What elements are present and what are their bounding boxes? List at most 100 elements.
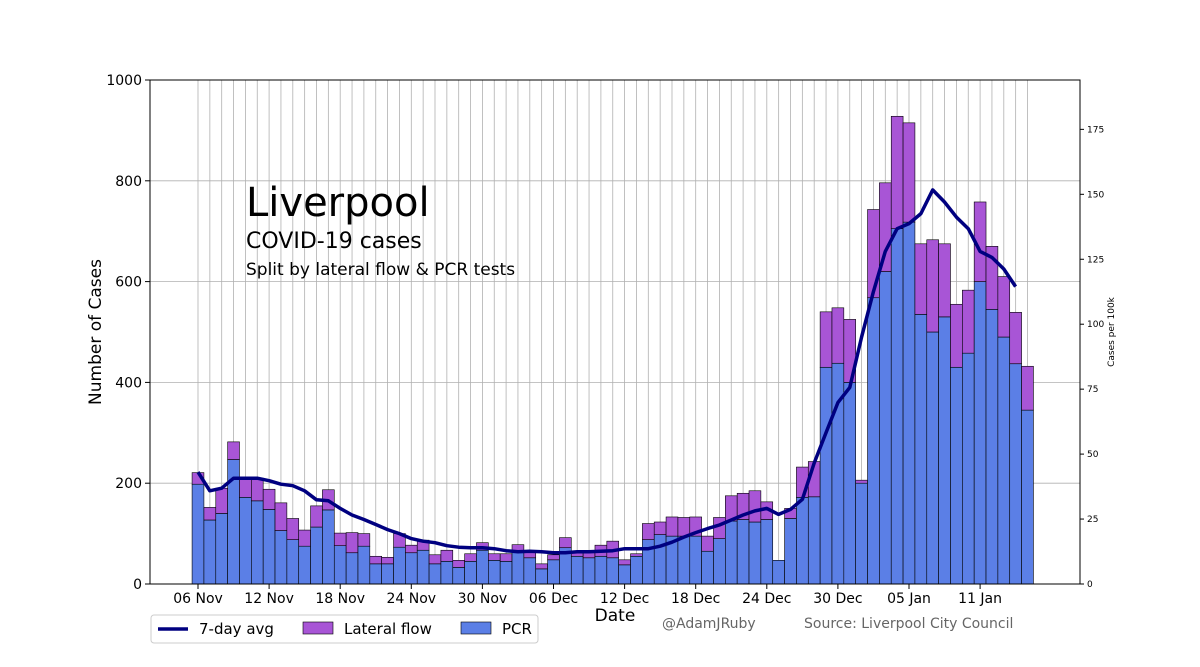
y-right-tick-label: 125 (1087, 255, 1104, 265)
legend-lateral-flow-swatch (302, 621, 334, 635)
lateral-flow-bar (405, 544, 418, 554)
x-tick-label: 18 Nov (315, 591, 365, 607)
pcr-bar (428, 563, 442, 585)
x-tick-label: 30 Nov (458, 591, 508, 607)
legend-avg-label: 7-day avg (199, 620, 274, 638)
source-credit: Source: Liverpool City Council (804, 616, 1013, 632)
lateral-flow-bar (535, 563, 548, 570)
pcr-bar (855, 482, 868, 585)
y-right-tick-label: 50 (1087, 450, 1099, 460)
pcr-bar (464, 561, 477, 585)
y-right-tick-label: 100 (1087, 320, 1104, 330)
plot-frame (149, 79, 1081, 585)
pcr-bar (381, 563, 394, 585)
pcr-bar (511, 550, 525, 585)
lateral-flow-bar (251, 477, 264, 502)
x-tick-label: 24 Dec (742, 591, 791, 607)
pcr-bar (701, 550, 714, 585)
y-right-tick-label: 0 (1087, 580, 1093, 590)
pcr-bar (488, 560, 501, 585)
avg-line-layer (196, 188, 1018, 555)
lateral-flow-bar (452, 560, 465, 568)
pcr-bar (784, 518, 797, 585)
lateral-flow-bar (440, 549, 454, 562)
lateral-flow-bar (369, 555, 382, 565)
lateral-flow-bar (227, 441, 240, 460)
pcr-bar (962, 352, 975, 585)
lateral-flow-bar (203, 507, 217, 521)
lateral-flow-bar (298, 529, 311, 547)
pcr-bar (997, 336, 1011, 585)
lateral-flow-bar (879, 182, 892, 272)
pcr-bar (796, 497, 809, 585)
lateral-flow-bar (677, 517, 691, 537)
y-axis-right-label: Cases per 100k (1107, 296, 1117, 367)
pcr-bar (452, 567, 465, 585)
x-tick-label: 24 Nov (387, 591, 437, 607)
pcr-bar (985, 309, 999, 585)
pcr-bar (476, 549, 489, 585)
pcr-bar (286, 539, 300, 585)
y-tick-label: 0 (133, 577, 142, 593)
pcr-bar (298, 545, 311, 585)
pcr-bar (440, 561, 454, 585)
lateral-flow-bar (653, 521, 667, 535)
pcr-bar (819, 366, 833, 585)
lateral-flow-bar (381, 556, 394, 565)
pcr-bar (1009, 363, 1022, 585)
y-axis-label: Number of Cases (86, 259, 106, 405)
lateral-flow-bar (748, 490, 762, 523)
pcr-bar (310, 526, 323, 585)
lateral-flow-bar (262, 488, 276, 510)
lateral-flow-bar (855, 479, 868, 484)
pcr-bar (322, 509, 335, 585)
pcr-bar (807, 496, 821, 585)
y-tick-label: 400 (115, 375, 142, 391)
legend-lateral-flow-label: Lateral flow (344, 620, 432, 638)
pcr-bar (594, 555, 608, 585)
lateral-flow-bar (997, 276, 1011, 338)
pcr-bar (191, 483, 205, 585)
x-tick-label: 30 Dec (813, 591, 862, 607)
chart-annotation-title: Liverpool (246, 180, 430, 226)
pcr-bar (725, 520, 738, 585)
y-right-tick-label: 150 (1087, 190, 1104, 200)
pcr-bar (582, 557, 596, 585)
lateral-flow-bar (547, 554, 560, 561)
pcr-bar (843, 382, 856, 585)
y-tick-label: 800 (115, 174, 142, 190)
pcr-bar (630, 555, 643, 585)
legend: 7-day avg Lateral flow PCR (150, 614, 539, 644)
seven-day-avg-line (196, 188, 1018, 555)
lateral-flow-bar (464, 553, 477, 562)
pcr-bar (926, 331, 939, 585)
pcr-bar (879, 271, 892, 585)
pcr-bar (333, 545, 347, 585)
chart-annotation-subtitle: COVID-19 cases (246, 229, 422, 254)
pcr-bar (499, 561, 513, 585)
lateral-flow-bar (310, 505, 323, 528)
lateral-flow-bar (618, 559, 631, 566)
bars-layer (191, 115, 1034, 585)
pcr-bar (262, 509, 276, 585)
x-tick-label: 06 Dec (529, 591, 578, 607)
pcr-bar (736, 519, 750, 585)
pcr-bar (973, 281, 987, 585)
lateral-flow-bar (357, 533, 371, 547)
pcr-bar (890, 228, 904, 585)
lateral-flow-bar (1021, 365, 1034, 411)
lateral-flow-bar (689, 516, 702, 537)
pcr-bar (606, 557, 619, 585)
x-tick-label: 18 Dec (671, 591, 720, 607)
legend-frame (150, 614, 539, 644)
pcr-bar (689, 535, 702, 585)
lateral-flow-bar (428, 554, 442, 565)
y-tick-label: 600 (115, 275, 142, 291)
pcr-bar (677, 535, 691, 585)
lateral-flow-bar (914, 243, 928, 315)
pcr-bar (345, 552, 359, 585)
y-tick-label: 1000 (106, 73, 142, 89)
x-tick-label: 12 Dec (600, 591, 649, 607)
pcr-bar (867, 297, 880, 585)
x-tick-label: 11 Jan (958, 591, 1002, 607)
